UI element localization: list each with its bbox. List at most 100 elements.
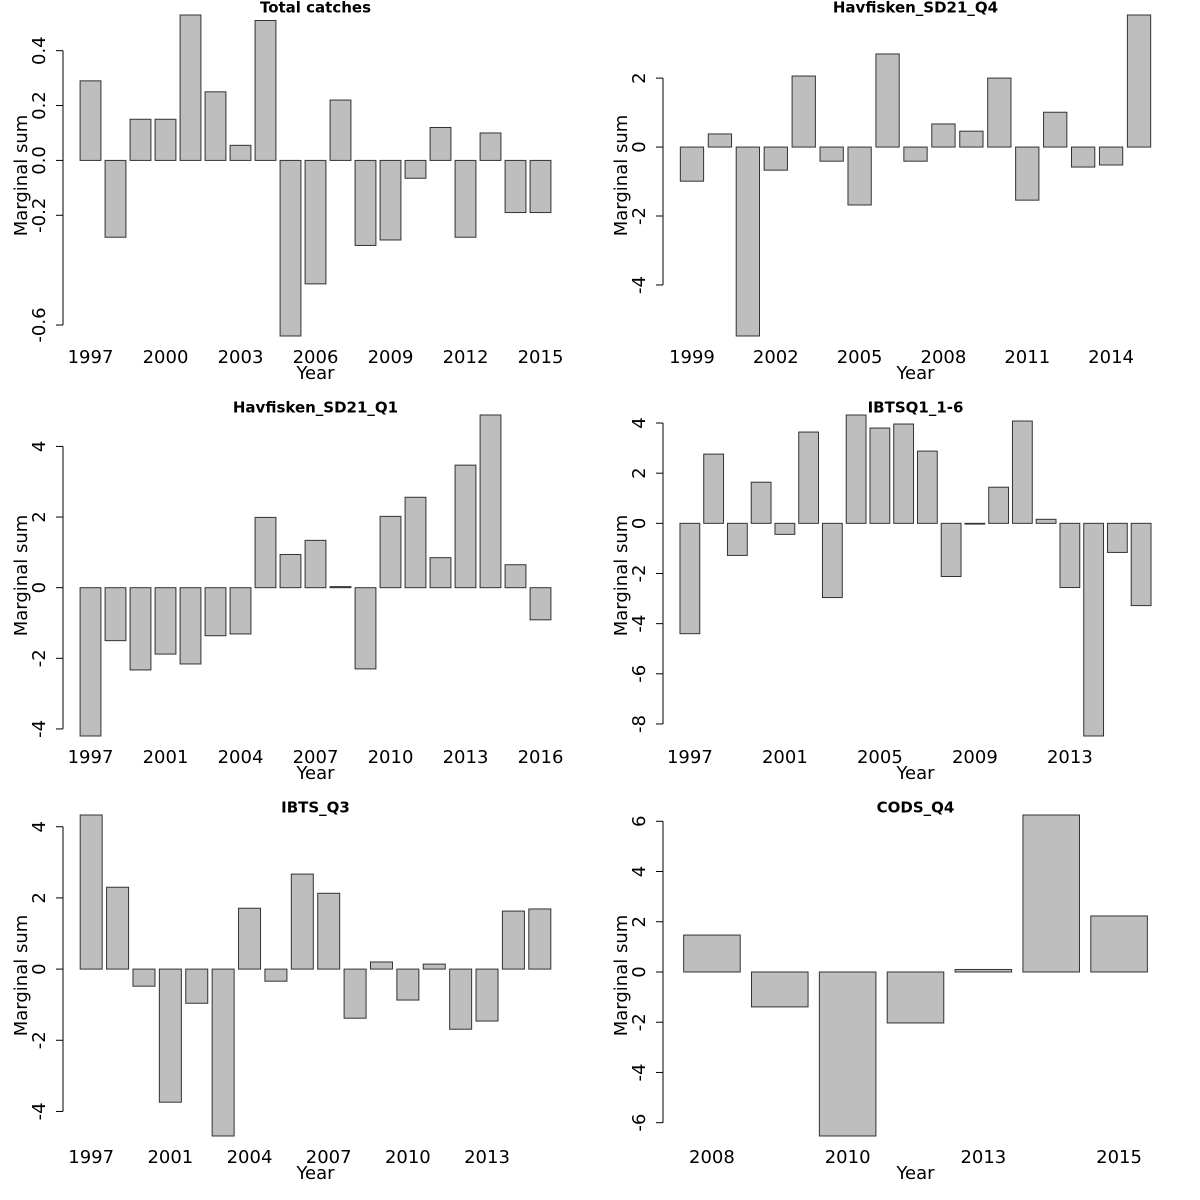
- chart-title: Total catches: [260, 0, 371, 17]
- bar: [454, 159, 477, 238]
- bar: [1022, 814, 1080, 973]
- x-tick-label: 1997: [68, 747, 114, 768]
- bar: [204, 587, 227, 637]
- y-tick-label: -2: [629, 565, 650, 583]
- y-tick-label: -4: [629, 276, 650, 294]
- bar: [940, 522, 962, 578]
- bar: [1071, 146, 1096, 168]
- x-tick-label: 2013: [464, 1147, 510, 1168]
- x-tick-label: 2011: [1004, 347, 1050, 368]
- y-tick-label: -2: [29, 1031, 50, 1049]
- y-axis-label: Marginal sum: [611, 115, 632, 237]
- bar: [454, 464, 477, 589]
- bar: [279, 553, 302, 589]
- bar: [154, 587, 177, 655]
- bar: [396, 968, 420, 1001]
- x-tick-label: 2016: [518, 747, 564, 768]
- bar: [791, 75, 816, 148]
- x-tick-label: 2009: [368, 347, 414, 368]
- bar: [479, 132, 502, 161]
- panel: CODS_Q4 Year Marginal sum -6 -4 -2 0 2 4 6 2008 201…: [611, 799, 1148, 1184]
- bar: [735, 146, 760, 337]
- bar: [726, 522, 748, 556]
- bar: [528, 908, 552, 970]
- bar: [903, 146, 928, 162]
- y-tick-label: -0.6: [29, 307, 50, 342]
- x-tick-label: 2003: [218, 347, 264, 368]
- chart-title: IBTSQ1_1-6: [868, 399, 964, 417]
- bar: [679, 146, 705, 182]
- bar: [845, 414, 867, 524]
- y-tick-label: 4: [629, 417, 650, 428]
- bar: [329, 99, 352, 161]
- bar: [279, 159, 302, 337]
- bar: [79, 80, 102, 161]
- y-tick-label: -4: [629, 1063, 650, 1081]
- bar: [404, 159, 427, 179]
- panel: Havfisken_SD21_Q4 Year Marginal sum -4 -2 0 2 1…: [611, 0, 1152, 384]
- chart-title: IBTS_Q3: [281, 799, 350, 817]
- bar: [875, 53, 900, 148]
- y-axis-label: Marginal sum: [11, 115, 32, 237]
- bar: [304, 539, 327, 589]
- bar: [529, 159, 552, 214]
- x-tick-label: 2001: [147, 1147, 193, 1168]
- bar: [158, 968, 182, 1103]
- bar: [379, 515, 402, 589]
- x-tick-label: 2015: [518, 347, 564, 368]
- bar: [751, 971, 809, 1008]
- y-tick-label: 0: [29, 582, 50, 593]
- bar: [379, 159, 402, 241]
- bar: [254, 516, 277, 589]
- x-tick-label: 2014: [1088, 347, 1134, 368]
- chart-title: Havfisken_SD21_Q1: [233, 399, 398, 417]
- y-tick-label: 2: [29, 892, 50, 903]
- x-tick-label: 2006: [293, 347, 339, 368]
- bar: [707, 133, 733, 148]
- panel: IBTS_Q3 Year Marginal sum -4 -2 0 2 4 1997 2001 20…: [11, 799, 552, 1184]
- x-axis-label: Year: [895, 1163, 935, 1184]
- bar: [104, 159, 127, 238]
- x-tick-label: 2010: [825, 1147, 871, 1168]
- bar: [916, 450, 938, 524]
- x-tick-label: 2005: [857, 747, 903, 768]
- bar: [343, 968, 367, 1019]
- x-tick-label: 2008: [689, 1147, 735, 1168]
- y-tick-label: -2: [29, 649, 50, 667]
- bar: [821, 522, 843, 599]
- bar: [1106, 522, 1128, 553]
- bar: [211, 968, 235, 1137]
- bar: [683, 934, 741, 973]
- bar: [354, 159, 377, 246]
- y-tick-label: 2: [629, 467, 650, 478]
- bar: [1043, 111, 1068, 148]
- bar: [1059, 522, 1081, 589]
- x-tick-label: 1999: [669, 347, 715, 368]
- bar: [750, 481, 772, 524]
- bar: [479, 414, 502, 589]
- bar: [1083, 522, 1105, 737]
- y-axis-label: Marginal sum: [611, 915, 632, 1037]
- x-tick-label: 2001: [762, 747, 808, 768]
- y-tick-label: 2: [629, 72, 650, 83]
- bar: [79, 814, 103, 970]
- x-tick-label: 1997: [68, 1147, 114, 1168]
- bar: [132, 968, 156, 987]
- bar: [229, 587, 252, 635]
- x-tick-label: 2000: [143, 347, 189, 368]
- bar: [987, 77, 1012, 148]
- bar: [1126, 14, 1152, 148]
- bar: [893, 423, 915, 524]
- panel: Total catches Year Marginal sum -0.6 -0.2 0.0…: [11, 0, 563, 384]
- bar: [529, 587, 552, 621]
- bar: [798, 431, 820, 524]
- bar: [185, 968, 209, 1004]
- bar: [254, 19, 277, 161]
- x-tick-label: 2013: [960, 1147, 1006, 1168]
- bar: [1098, 146, 1124, 166]
- bar: [329, 586, 352, 589]
- bar: [964, 522, 986, 525]
- bar: [988, 486, 1010, 524]
- y-tick-label: -2: [629, 1013, 650, 1031]
